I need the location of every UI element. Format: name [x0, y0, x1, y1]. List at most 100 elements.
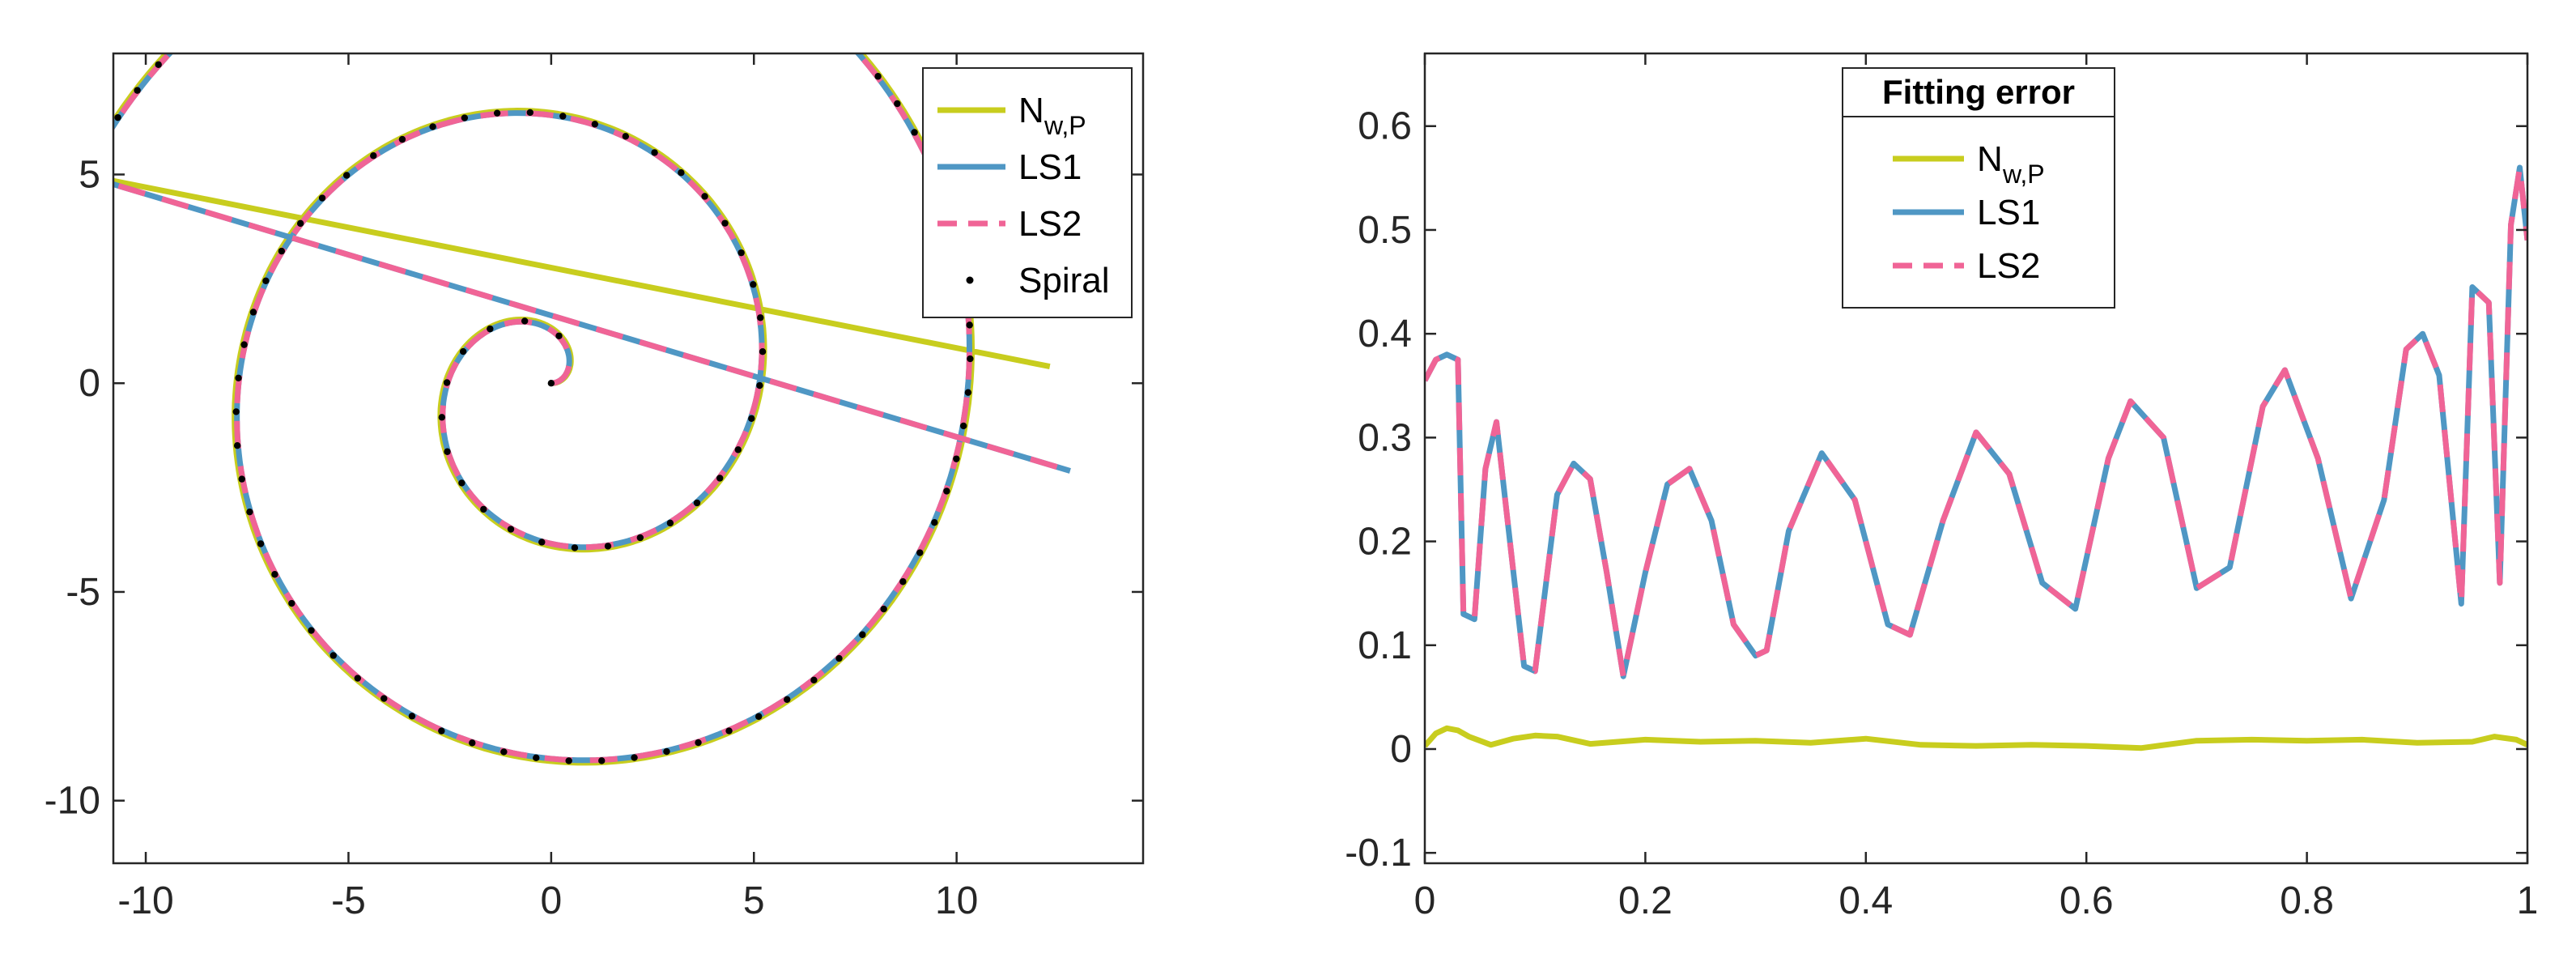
spiral-point [831, 23, 837, 29]
legend-box [1842, 67, 2115, 309]
spiral-point [931, 518, 938, 526]
spiral-point [622, 133, 630, 140]
spiral-point [591, 121, 599, 128]
y-tick-label: -0.1 [1345, 832, 1412, 875]
legend-label: LS1 [1018, 147, 1082, 187]
x-tick-label: 0 [540, 879, 562, 922]
spiral-point [271, 571, 278, 578]
spiral-point [943, 487, 950, 495]
spiral-point [202, 15, 209, 21]
spiral-point [899, 578, 907, 585]
spiral-point [784, 696, 791, 703]
x-tick-label: 0.2 [1618, 879, 1673, 922]
spiral-point [759, 348, 767, 356]
spiral-point [959, 422, 967, 430]
spiral-point [663, 747, 670, 756]
spiral-point [916, 549, 924, 556]
spiral-point [458, 479, 465, 487]
spiral-point [716, 475, 724, 482]
y-tick-label: 0.2 [1358, 521, 1412, 564]
spiral-point [533, 754, 540, 762]
legend-marker [966, 276, 974, 284]
y-tick-label: 0.5 [1358, 209, 1412, 252]
spiral-point [500, 748, 508, 756]
spiral-point [738, 249, 745, 257]
spiral-point [526, 109, 534, 117]
spiral-point [246, 508, 253, 516]
x-tick-label: 0.4 [1838, 879, 1893, 922]
spiral-point [398, 135, 406, 143]
spiral-point [354, 675, 361, 682]
spiral-point [967, 355, 974, 363]
x-tick-label: 0.8 [2280, 879, 2334, 922]
spiral-point [757, 314, 764, 321]
series-line-ls2 [113, 53, 1071, 764]
spiral-point [178, 37, 185, 44]
spiral-point [701, 193, 708, 200]
legend-title: Fitting error [1882, 73, 2075, 111]
spiral-point [493, 109, 501, 117]
error-legend: Fitting error N w,P LS1 LS2 [1842, 67, 2115, 309]
spiral-point [238, 475, 245, 483]
legend-label: LS2 [1018, 204, 1082, 244]
y-tick-label: 0.1 [1358, 624, 1412, 667]
spiral-point [911, 129, 918, 136]
spiral-point [734, 446, 742, 453]
spiral-point [235, 374, 242, 381]
y-tick-label: 0.3 [1358, 416, 1412, 459]
spiral-point [693, 499, 701, 507]
spiral-point [262, 277, 270, 285]
spiral-point [756, 381, 763, 390]
spiral-point [750, 281, 757, 288]
spiral-point [651, 149, 658, 156]
spiral-point [487, 325, 494, 333]
legend-subscript: w,P [2002, 160, 2045, 189]
spiral-point [370, 152, 377, 160]
spiral-point [631, 754, 638, 761]
x-tick-label: 1 [2517, 879, 2539, 922]
spiral-point [748, 415, 755, 423]
y-tick-label: 0.6 [1358, 105, 1412, 148]
spiral-point [894, 100, 901, 108]
spiral-point [444, 448, 451, 455]
y-tick-label: -5 [66, 571, 100, 614]
spiral-point [240, 341, 248, 348]
spiral-point [835, 654, 843, 662]
x-tick-label: 10 [935, 879, 978, 922]
spiral-point [155, 61, 162, 68]
error-axes: 0 0.2 0.4 0.6 0.8 10.60.50.40.30.20.10-0.1 [1345, 53, 2538, 922]
x-tick-label: 0 [1414, 879, 1436, 922]
spiral-point [288, 599, 295, 607]
spiral-point [859, 631, 866, 638]
spiral-point [755, 713, 763, 720]
spiral-point [507, 526, 515, 533]
x-tick-label: -10 [117, 879, 173, 922]
spiral-point [678, 169, 685, 177]
spiral-point [695, 739, 702, 747]
spiral-point [555, 332, 563, 339]
spiral-point [342, 172, 351, 179]
spiral-point [329, 652, 337, 659]
y-tick-label: -10 [45, 780, 100, 823]
spiral-point [597, 757, 606, 764]
spiral-point [521, 317, 529, 325]
spiral-point [114, 113, 121, 121]
spiral-point [318, 194, 326, 202]
spiral-point [721, 219, 729, 227]
spiral-point [408, 713, 416, 720]
legend-label: LS2 [1977, 246, 2040, 286]
legend-label: N [1018, 91, 1044, 130]
spiral-point [232, 408, 240, 415]
x-tick-label: -5 [331, 879, 366, 922]
legend-label: LS1 [1977, 193, 2040, 232]
spiral-point [459, 347, 467, 356]
y-tick-label: 5 [79, 153, 100, 196]
legend-label: Spiral [1018, 261, 1110, 300]
spiral-point [134, 87, 141, 94]
y-tick-label: 0 [79, 362, 100, 405]
spiral-point [806, 1, 813, 7]
spiral-point [725, 727, 733, 734]
spiral-point [565, 757, 572, 764]
